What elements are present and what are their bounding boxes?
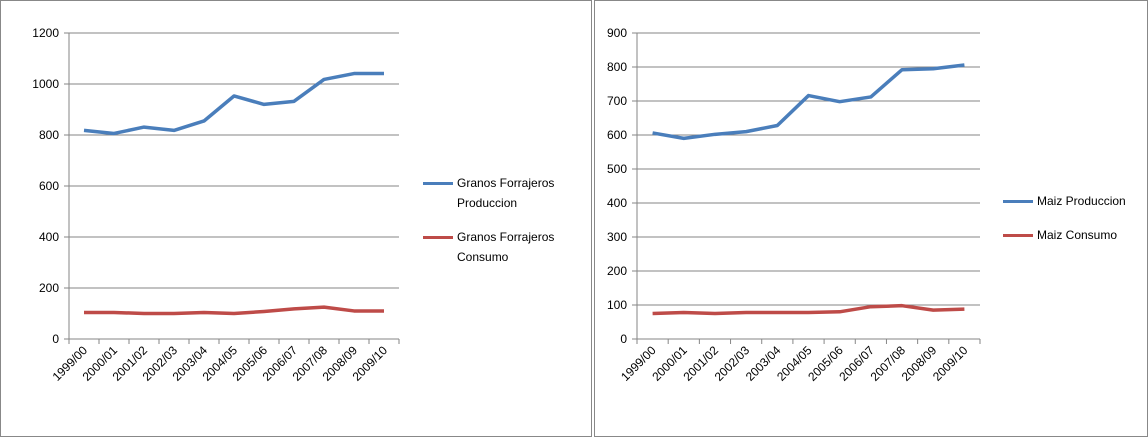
legend-swatch: [423, 236, 453, 239]
series-line: [83, 71, 384, 136]
y-tick-label: 1000: [32, 77, 59, 91]
legend-swatch: [1003, 200, 1033, 203]
series-line: [652, 303, 965, 316]
chart: 0200400600800100012001999/002000/012001/…: [32, 26, 400, 384]
y-tick-label: 200: [39, 281, 59, 295]
y-tick-label: 400: [607, 196, 627, 210]
legend-label: Granos Forrajeros Produccion: [457, 176, 555, 210]
legend-item: Maiz Produccion: [1003, 191, 1143, 211]
y-tick-label: 800: [39, 128, 59, 142]
y-tick-label: 400: [39, 230, 59, 244]
legend: Maiz Produccion Maiz Consumo: [1003, 191, 1143, 259]
y-tick-label: 1200: [32, 26, 59, 40]
legend-swatch: [423, 182, 453, 185]
y-tick-label: 300: [607, 230, 627, 244]
y-tick-label: 0: [620, 332, 627, 346]
series-line: [84, 305, 384, 316]
y-tick-label: 900: [607, 26, 627, 40]
chart: 01002003004005006007008009001999/002000/…: [607, 26, 981, 384]
legend-item: Maiz Consumo: [1003, 225, 1143, 245]
legend-label: Maiz Consumo: [1037, 228, 1118, 242]
chart-panel: 0 200 400 600 800 1000 1200 1999/00 2000/01 2001/…: [0, 0, 592, 437]
legend-swatch: [1003, 234, 1033, 237]
legend: Granos Forrajeros Produccion Granos Forra…: [423, 173, 563, 281]
legend-item: Granos Forrajeros Consumo: [423, 227, 563, 267]
x-tick-label: 2009/10: [930, 343, 971, 384]
y-tick-label: 600: [39, 179, 59, 193]
y-tick-label: 200: [607, 264, 627, 278]
y-tick-label: 500: [607, 162, 627, 176]
legend-item: Granos Forrajeros Produccion: [423, 173, 563, 213]
legend-label: Granos Forrajeros Consumo: [457, 230, 555, 264]
legend-label: Maiz Produccion: [1037, 194, 1126, 208]
chart-panel: 0 100 200 300 400 500 600 700 800 900 1999/00 2000/…: [594, 0, 1148, 437]
y-tick-label: 700: [607, 94, 627, 108]
series-line: [652, 63, 965, 141]
y-tick-label: 600: [607, 128, 627, 142]
y-tick-label: 800: [607, 60, 627, 74]
y-tick-label: 100: [607, 298, 627, 312]
y-tick-label: 0: [52, 332, 59, 346]
